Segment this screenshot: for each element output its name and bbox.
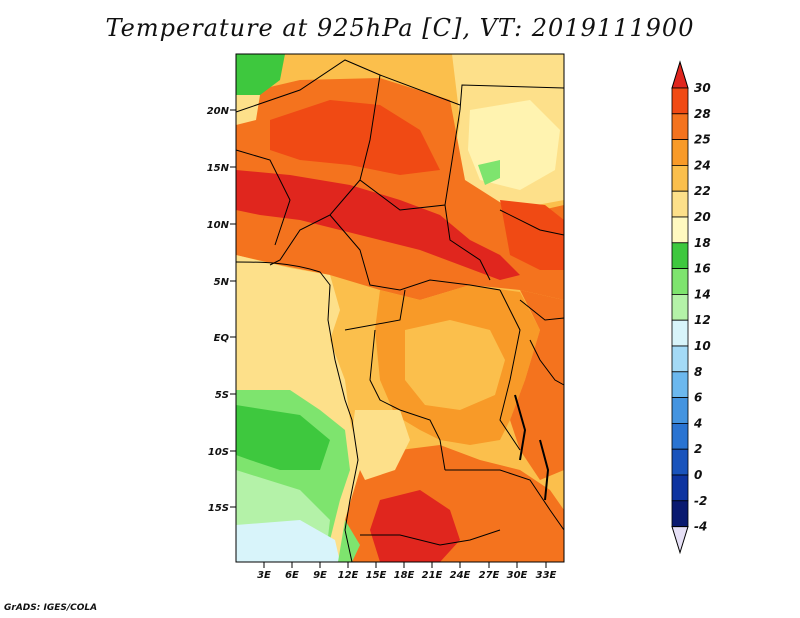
colorbar-swatch [671, 293, 689, 321]
colorbar-swatch [671, 242, 689, 270]
lat-label: 5N [214, 277, 230, 288]
field-angola-pale [350, 410, 410, 480]
lat-label: 5S [215, 390, 229, 401]
lake-tanganyika [514, 394, 527, 461]
border-congo [344, 289, 406, 331]
lon-label: 30E [507, 570, 528, 581]
colorbar-swatch [671, 139, 689, 166]
colorbar-swatch [671, 371, 689, 398]
lat-axis [230, 109, 236, 508]
map-title: Temperature at 925hPa [C], VT: 201911190… [105, 14, 695, 42]
lat-label: 15N [207, 163, 230, 174]
lon-label: 33E [536, 570, 557, 581]
field-east-orange [510, 290, 564, 480]
field-red-north [270, 100, 440, 175]
colorbar-swatch [671, 422, 689, 450]
colorbar-label: 6 [694, 391, 702, 405]
colorbar-cap-top [671, 60, 689, 89]
colorbar-swatch [671, 397, 689, 424]
lon-label: 18E [394, 570, 415, 581]
colorbar-label: 28 [694, 107, 711, 121]
coastline-gulf [235, 261, 336, 361]
border-zambia [445, 469, 565, 531]
colorbar-swatch [671, 448, 689, 476]
colorbar-label: 25 [694, 133, 711, 147]
field-red-core [236, 170, 520, 280]
border-namibia [360, 529, 501, 546]
colorbar-swatch [671, 500, 689, 527]
colorbar-label: 12 [694, 313, 711, 327]
colorbar-swatch [671, 190, 689, 218]
colorbar-label: 16 [694, 262, 711, 276]
colorbar-label: 24 [694, 158, 711, 172]
lon-label: 21E [422, 570, 443, 581]
lon-label: 12E [338, 570, 359, 581]
border-chad-car [444, 204, 491, 281]
colorbar-label: 22 [694, 184, 711, 198]
country-borders [235, 59, 565, 563]
border-drc-angola [369, 329, 446, 471]
border-sudan-ss [499, 209, 565, 236]
colorbar-swatch [671, 268, 689, 295]
colorbar-swatch [671, 113, 689, 141]
border-north [235, 59, 461, 113]
grads-credit: GrADS: IGES/COLA [4, 603, 98, 613]
field-namibia-green [338, 520, 360, 562]
border-mali-bf [235, 149, 291, 246]
border-uganda [519, 299, 565, 321]
border-cameroon-car [329, 214, 501, 291]
border-egypt-sudan [459, 84, 565, 111]
border-drc-east [499, 289, 521, 451]
field-sudan-green [478, 160, 500, 185]
coastline-west [334, 359, 359, 563]
lon-label: 27E [479, 570, 500, 581]
lat-label: 10N [207, 220, 230, 231]
colorbar-cap-bottom [671, 526, 689, 555]
lat-label: 10S [208, 447, 229, 458]
colorbar-swatch [671, 474, 689, 502]
lon-label: 24E [450, 570, 471, 581]
field-nw-green [236, 54, 285, 100]
temperature-field [236, 54, 564, 562]
colorbar-swatch [671, 319, 689, 347]
lon-label: 3E [257, 570, 271, 581]
field-congo-light [405, 320, 505, 410]
border-nigeria [269, 179, 361, 266]
colorbar-label: 14 [694, 287, 711, 301]
colorbar-swatch [671, 216, 689, 244]
colorbar-label: 30 [694, 81, 711, 95]
colorbar-label: 0 [694, 468, 702, 482]
field-atlantic-darkgreen [236, 405, 330, 470]
colorbar-swatch [671, 164, 689, 192]
lat-label: EQ [214, 333, 230, 344]
lat-label: 20N [207, 106, 230, 117]
lon-label: 15E [366, 570, 387, 581]
lon-label: 6E [285, 570, 299, 581]
field-nw-yellow [236, 95, 260, 125]
colorbar [671, 60, 689, 555]
lake-malawi [539, 439, 550, 501]
colorbar-label: -2 [694, 494, 707, 508]
colorbar-label: 20 [694, 210, 711, 224]
border-niger-chad [359, 74, 461, 211]
colorbar-label: -4 [694, 520, 707, 534]
colorbar-label: 2 [694, 442, 702, 456]
colorbar-label: 8 [694, 365, 702, 379]
colorbar-label: 4 [693, 416, 702, 430]
map-frame [235, 53, 565, 563]
colorbar-label: 10 [694, 339, 711, 353]
colorbar-swatch [671, 345, 689, 373]
lon-axis [263, 562, 547, 568]
lat-label: 15S [208, 503, 229, 514]
border-tanzania [529, 339, 565, 386]
field-atlantic-cyan [236, 520, 340, 562]
colorbar-swatch [671, 87, 689, 115]
lon-label: 9E [313, 570, 327, 581]
colorbar-label: 18 [694, 236, 711, 250]
